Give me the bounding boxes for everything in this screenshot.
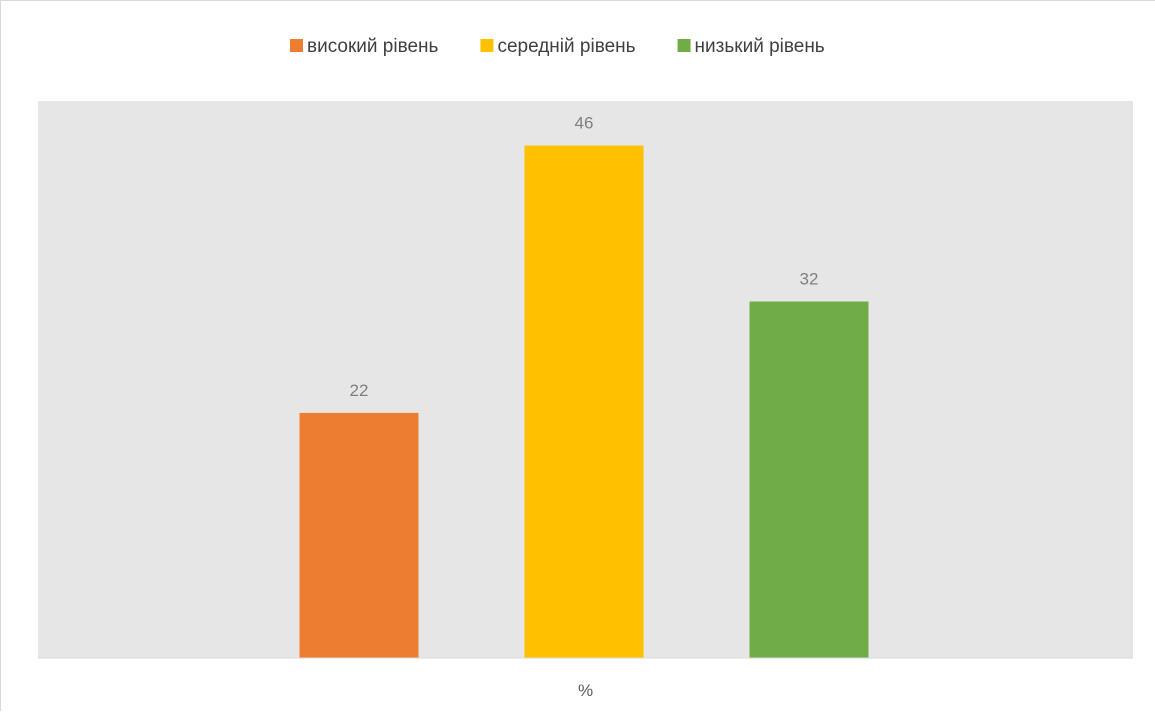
legend-label-3: низький рівень bbox=[695, 36, 825, 57]
data-label-3: 32 bbox=[800, 270, 819, 289]
legend: високий рівень середній рівень низький рів… bbox=[290, 36, 825, 57]
legend-swatch-2 bbox=[480, 39, 494, 52]
x-category-label: % bbox=[578, 681, 593, 700]
bar-3 bbox=[749, 301, 869, 658]
legend-swatch-1 bbox=[290, 39, 303, 52]
legend-label-1: високий рівень bbox=[307, 36, 439, 57]
legend-swatch-3 bbox=[677, 39, 691, 52]
bar-2 bbox=[524, 145, 644, 658]
data-label-2: 46 bbox=[575, 114, 594, 133]
bar-1 bbox=[299, 412, 419, 658]
bar-group bbox=[299, 145, 869, 658]
data-label-1: 22 bbox=[350, 381, 369, 400]
legend-label-2: середній рівень bbox=[497, 36, 635, 57]
data-labels: 22 46 32 bbox=[350, 114, 819, 400]
